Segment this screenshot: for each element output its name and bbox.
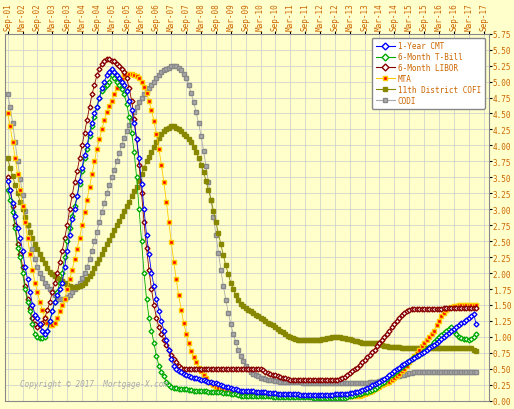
11th District COFI	[473, 348, 479, 353]
6-Month T-Bill	[221, 391, 227, 396]
Line: 6-Month T-Bill: 6-Month T-Bill	[6, 74, 478, 400]
6-Month T-Bill	[116, 83, 122, 88]
6-Month LIBOR	[54, 271, 60, 276]
CODI	[312, 381, 318, 386]
CODI	[138, 96, 144, 101]
6-Month LIBOR	[243, 366, 249, 371]
1-Year CMT	[141, 207, 147, 212]
6-Month LIBOR	[292, 378, 298, 383]
CODI	[54, 295, 60, 300]
1-Year CMT	[221, 384, 227, 389]
CODI	[221, 284, 227, 289]
6-Month LIBOR	[221, 366, 227, 371]
MTA	[5, 112, 11, 117]
6-Month LIBOR	[5, 175, 11, 180]
6-Month LIBOR	[149, 287, 155, 292]
11th District COFI	[146, 155, 152, 160]
CODI	[243, 363, 249, 368]
CODI	[114, 160, 120, 164]
CODI	[146, 86, 152, 91]
MTA	[54, 315, 60, 320]
CODI	[168, 64, 174, 69]
6-Month LIBOR	[116, 64, 122, 69]
Line: CODI: CODI	[5, 64, 479, 386]
6-Month T-Bill	[243, 394, 249, 399]
1-Year CMT	[5, 179, 11, 184]
11th District COFI	[54, 276, 60, 281]
11th District COFI	[114, 223, 120, 228]
11th District COFI	[5, 156, 11, 161]
CODI	[5, 93, 11, 98]
11th District COFI	[138, 172, 144, 177]
6-Month T-Bill	[473, 331, 479, 336]
MTA	[300, 393, 306, 398]
MTA	[221, 387, 227, 392]
11th District COFI	[168, 124, 174, 129]
MTA	[114, 86, 120, 91]
CODI	[473, 370, 479, 375]
MTA	[141, 85, 147, 90]
6-Month LIBOR	[473, 306, 479, 311]
Line: 11th District COFI: 11th District COFI	[5, 124, 479, 353]
6-Month T-Bill	[149, 328, 155, 333]
6-Month LIBOR	[141, 220, 147, 225]
11th District COFI	[243, 306, 249, 311]
6-Month T-Bill	[109, 74, 115, 79]
MTA	[149, 108, 155, 113]
MTA	[473, 303, 479, 308]
Line: MTA: MTA	[5, 72, 479, 398]
Legend: 1-Year CMT, 6-Month T-Bill, 6-Month LIBOR, MTA, 11th District COFI, CODI: 1-Year CMT, 6-Month T-Bill, 6-Month LIBO…	[372, 38, 485, 110]
1-Year CMT	[297, 393, 303, 398]
MTA	[123, 72, 130, 77]
1-Year CMT	[109, 67, 115, 72]
6-Month T-Bill	[5, 188, 11, 193]
6-Month T-Bill	[141, 271, 147, 276]
1-Year CMT	[473, 322, 479, 327]
MTA	[243, 391, 249, 396]
6-Month LIBOR	[104, 58, 110, 63]
Line: 6-Month LIBOR: 6-Month LIBOR	[6, 58, 478, 382]
1-Year CMT	[116, 77, 122, 82]
Text: Copyright © 2017  Mortgage-X.com: Copyright © 2017 Mortgage-X.com	[20, 379, 168, 388]
6-Month T-Bill	[332, 396, 338, 401]
1-Year CMT	[243, 388, 249, 393]
1-Year CMT	[149, 271, 155, 276]
6-Month T-Bill	[54, 290, 60, 295]
Line: 1-Year CMT: 1-Year CMT	[6, 68, 478, 397]
1-Year CMT	[54, 293, 60, 298]
11th District COFI	[221, 253, 227, 258]
